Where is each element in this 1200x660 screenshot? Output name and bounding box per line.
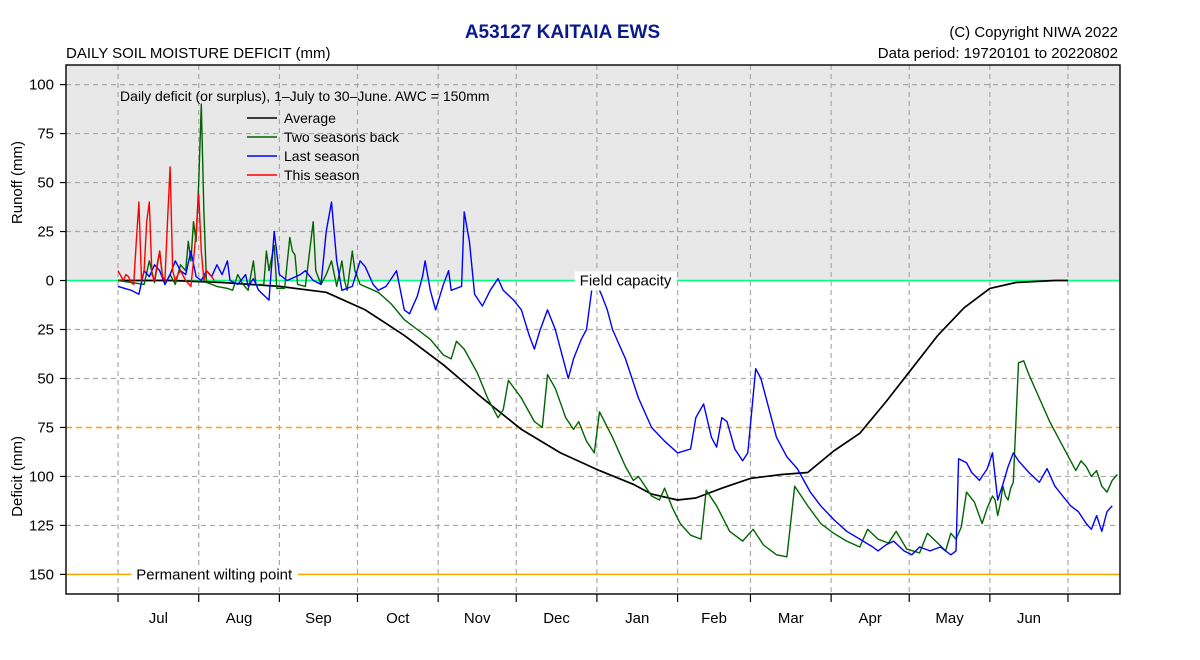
x-tick-label: Apr	[858, 610, 881, 627]
y-axis-label-deficit: Deficit (mm)	[9, 436, 26, 517]
y-tick-label: 25	[37, 322, 54, 339]
wilting-point-label: Permanent wilting point	[131, 565, 299, 585]
x-tick-label: Feb	[701, 610, 727, 627]
y-tick-label: 75	[37, 126, 54, 143]
series-line-2	[117, 201, 1113, 556]
y-tick-label: 75	[37, 419, 54, 436]
y-tick-label: 0	[46, 273, 54, 290]
y-tick-label: 25	[37, 224, 54, 241]
field-capacity-label-text: Field capacity	[580, 273, 672, 290]
legend-label-1: Two seasons back	[284, 129, 400, 145]
runoff-band	[66, 65, 1120, 281]
x-tick-label: Jan	[625, 610, 649, 627]
x-tick-label: Aug	[226, 610, 253, 627]
wilting-point-label-bg	[131, 565, 299, 585]
y-tick-label: 125	[29, 517, 54, 534]
x-tick-label: Nov	[464, 610, 491, 627]
y-axis-label-runoff: Runoff (mm)	[9, 141, 26, 224]
x-tick-label: May	[935, 610, 964, 627]
wilting-point-label-text: Permanent wilting point	[136, 566, 293, 583]
y-tick-label: 100	[29, 468, 54, 485]
legend-label-3: This season	[284, 167, 359, 183]
field-capacity-label: Field capacity	[574, 271, 677, 291]
x-tick-label: Dec	[543, 610, 570, 627]
y-tick-label: 50	[37, 370, 54, 387]
legend-label-0: Average	[284, 110, 336, 126]
x-tick-label: Sep	[305, 610, 332, 627]
chart-annotation: Daily deficit (or surplus), 1–July to 30…	[120, 88, 489, 104]
chart-subtitle: DAILY SOIL MOISTURE DEFICIT (mm)	[66, 45, 331, 62]
series-line-0	[118, 279, 1068, 501]
chart-title: A53127 KAITAIA EWS	[464, 22, 661, 43]
series-line-3	[117, 166, 215, 288]
y-tick-label: 150	[29, 566, 54, 583]
field-capacity-label-bg	[574, 271, 677, 291]
y-tick-label: 100	[29, 77, 54, 94]
legend-label-2: Last season	[284, 148, 360, 164]
x-tick-label: Jul	[149, 610, 168, 627]
x-tick-label: Oct	[386, 610, 410, 627]
y-tick-label: 50	[37, 175, 54, 192]
data-period-text: Data period: 19720101 to 20220802	[877, 45, 1118, 62]
x-tick-label: Jun	[1017, 610, 1041, 627]
x-tick-label: Mar	[778, 610, 804, 627]
copyright-text: (C) Copyright NIWA 2022	[949, 24, 1118, 41]
